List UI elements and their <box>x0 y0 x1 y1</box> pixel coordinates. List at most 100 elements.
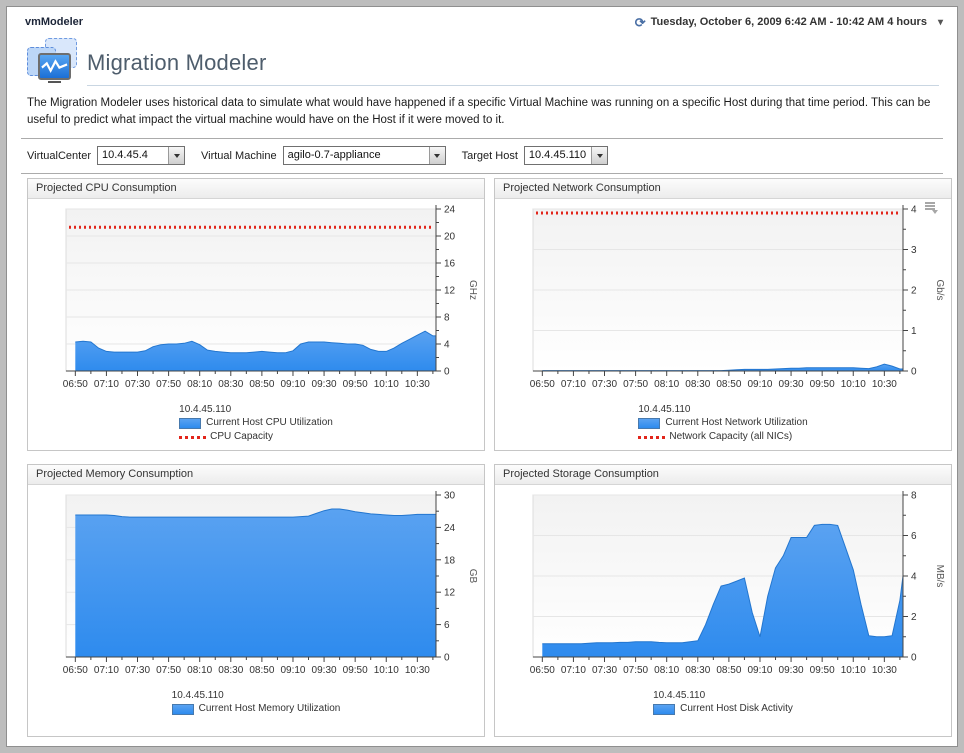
svg-text:09:50: 09:50 <box>343 665 368 676</box>
dropdown-arrow-icon[interactable] <box>428 147 445 165</box>
cpu-chart-canvas: 0 4 8 12 16 20 24 06:50 07:10 07:30 07:50 08:10 08:3… <box>63 205 478 391</box>
capacity-line-swatch-icon <box>638 435 666 439</box>
svg-text:6: 6 <box>444 620 450 631</box>
svg-text:8: 8 <box>911 491 917 502</box>
page-header: Migration Modeler <box>7 32 957 86</box>
svg-text:10:10: 10:10 <box>374 379 399 390</box>
svg-text:09:10: 09:10 <box>747 665 772 676</box>
legend-label: Current Host Network Utilization <box>665 417 808 429</box>
svg-text:07:30: 07:30 <box>125 379 150 390</box>
legend-item: CPU Capacity <box>179 430 333 444</box>
svg-text:4: 4 <box>444 340 450 351</box>
svg-text:8: 8 <box>444 313 450 324</box>
virtual-machine-select[interactable]: agilo-0.7-appliance <box>282 146 446 166</box>
legend-host-label: 10.4.45.110 <box>179 404 232 416</box>
svg-text:08:50: 08:50 <box>716 379 741 390</box>
storage-chart-panel: Projected Storage Consumption 0 2 4 6 8 06:50… <box>494 464 952 738</box>
chart-grid: Projected CPU Consumption 0 4 8 12 16 20 24 06:… <box>7 174 957 738</box>
virtual-machine-label: Virtual Machine <box>201 149 277 162</box>
cpu-chart-body: 0 4 8 12 16 20 24 06:50 07:10 07:30 07:50 08:10 08:3… <box>28 199 484 444</box>
target-host-label: Target Host <box>461 149 518 162</box>
page-description: The Migration Modeler uses historical da… <box>27 97 931 126</box>
vmmodeler-page: vmModeler ⟳ Tuesday, October 6, 2009 6:4… <box>6 6 958 747</box>
app-title: vmModeler <box>25 16 84 28</box>
divider <box>21 173 943 175</box>
svg-text:06:50: 06:50 <box>63 379 88 390</box>
cpu-chart-panel: Projected CPU Consumption 0 4 8 12 16 20 24 06:… <box>27 178 485 452</box>
capacity-line-swatch-icon <box>179 435 207 439</box>
svg-text:09:50: 09:50 <box>343 379 368 390</box>
svg-text:0: 0 <box>911 653 917 664</box>
series-swatch-icon <box>171 703 194 715</box>
svg-text:07:50: 07:50 <box>156 665 181 676</box>
chart-menu-icon[interactable] <box>923 201 938 215</box>
series-swatch-icon <box>638 417 661 429</box>
svg-text:08:10: 08:10 <box>654 665 679 676</box>
svg-text:08:10: 08:10 <box>187 665 212 676</box>
legend-host-label: 10.4.45.110 <box>638 404 691 416</box>
svg-text:2: 2 <box>911 286 917 297</box>
virtualcenter-label: VirtualCenter <box>27 149 91 162</box>
cpu-chart-legend: 10.4.45.110 Current Host CPU Utilization C… <box>179 403 333 444</box>
svg-text:GHz: GHz <box>467 280 478 300</box>
legend-label: CPU Capacity <box>210 431 273 443</box>
svg-text:12: 12 <box>444 588 456 599</box>
svg-text:Gb/s: Gb/s <box>934 280 945 301</box>
virtualcenter-value: 10.4.45.4 <box>102 149 148 162</box>
svg-text:09:30: 09:30 <box>312 665 337 676</box>
svg-text:4: 4 <box>911 572 917 583</box>
memory-chart-panel: Projected Memory Consumption 0 6 12 18 24 30 0… <box>27 464 485 738</box>
svg-text:09:50: 09:50 <box>810 379 835 390</box>
dropdown-arrow-icon[interactable] <box>591 147 608 165</box>
svg-text:10:30: 10:30 <box>872 665 897 676</box>
svg-text:0: 0 <box>444 367 450 378</box>
svg-text:08:30: 08:30 <box>685 665 710 676</box>
legend-item: Current Host Disk Activity <box>653 702 793 716</box>
svg-text:08:30: 08:30 <box>218 379 243 390</box>
memory-chart-body: 0 6 12 18 24 30 06:50 07:10 07:30 07:50 08:10 08:30… <box>28 485 484 720</box>
svg-text:08:50: 08:50 <box>249 665 274 676</box>
svg-text:08:10: 08:10 <box>654 379 679 390</box>
target-host-select[interactable]: 10.4.45.110 <box>523 146 609 166</box>
memory-chart-title: Projected Memory Consumption <box>28 465 484 486</box>
svg-text:10:10: 10:10 <box>374 665 399 676</box>
svg-text:07:30: 07:30 <box>592 665 617 676</box>
svg-text:10:30: 10:30 <box>405 379 430 390</box>
svg-text:GB: GB <box>467 569 478 584</box>
network-chart-title: Projected Network Consumption <box>495 179 951 200</box>
time-range-label: Tuesday, October 6, 2009 6:42 AM - 10:42… <box>650 16 927 28</box>
svg-text:3: 3 <box>911 245 917 256</box>
monitor-waveform-icon <box>38 53 71 83</box>
svg-text:0: 0 <box>444 653 450 664</box>
legend-label: Current Host Memory Utilization <box>198 703 341 715</box>
dropdown-arrow-icon[interactable] <box>168 147 184 165</box>
svg-text:MB/s: MB/s <box>934 565 945 588</box>
svg-text:08:30: 08:30 <box>685 379 710 390</box>
time-range-icon: ⟳ <box>634 14 646 30</box>
legend-label: Current Host Disk Activity <box>680 703 793 715</box>
time-range-control[interactable]: ⟳ Tuesday, October 6, 2009 6:42 AM - 10:… <box>634 14 943 30</box>
target-host-value: 10.4.45.110 <box>528 149 587 162</box>
svg-text:10:10: 10:10 <box>841 665 866 676</box>
storage-chart-canvas: 0 2 4 6 8 06:50 07:10 07:30 07:50 08:10 08:30 08:50… <box>530 491 945 677</box>
virtualcenter-select[interactable]: 10.4.45.4 <box>97 146 185 166</box>
network-chart-body: 0 1 2 3 4 06:50 07:10 07:30 07:50 08:10 08:30 08:50… <box>495 199 951 444</box>
svg-text:16: 16 <box>444 259 456 270</box>
svg-text:09:10: 09:10 <box>747 379 772 390</box>
network-chart-canvas: 0 1 2 3 4 06:50 07:10 07:30 07:50 08:10 08:30 08:50… <box>530 205 945 391</box>
legend-host-label: 10.4.45.110 <box>653 690 706 702</box>
svg-text:09:10: 09:10 <box>280 665 305 676</box>
series-swatch-icon <box>179 417 202 429</box>
svg-text:09:30: 09:30 <box>312 379 337 390</box>
svg-text:30: 30 <box>444 491 456 502</box>
svg-text:10:30: 10:30 <box>405 665 430 676</box>
divider <box>21 138 943 140</box>
svg-text:06:50: 06:50 <box>530 379 555 390</box>
svg-text:07:10: 07:10 <box>561 665 586 676</box>
series-swatch-icon <box>653 703 676 715</box>
svg-text:0: 0 <box>911 367 917 378</box>
svg-text:08:50: 08:50 <box>249 379 274 390</box>
svg-text:09:50: 09:50 <box>810 665 835 676</box>
virtual-machine-value: agilo-0.7-appliance <box>287 149 381 162</box>
legend-host-label: 10.4.45.110 <box>171 690 224 702</box>
